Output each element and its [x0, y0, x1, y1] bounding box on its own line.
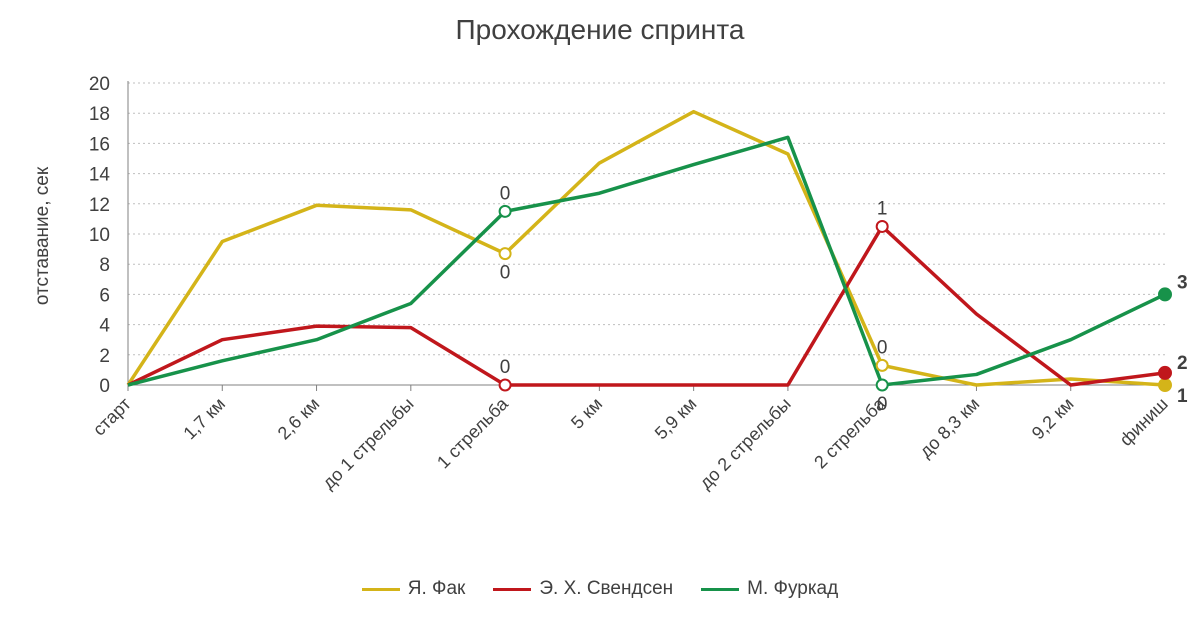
legend-label-fourcade: М. Фуркад: [747, 578, 839, 599]
y-axis-label: отставание, сек: [32, 166, 53, 305]
gridlines: [128, 82, 1167, 356]
y-tick-label: 18: [89, 104, 110, 125]
data-label: 0: [500, 263, 511, 284]
data-label: 3: [1177, 272, 1188, 293]
series-line-2: [127, 135, 1166, 387]
y-tick-label: 4: [99, 316, 110, 337]
legend-item-svendsen: Э. Х. Свендсен: [493, 578, 673, 600]
series-lines: [126, 109, 1166, 387]
legend-label-svendsen: Э. Х. Свендсен: [539, 578, 674, 599]
x-tick-label: старт: [89, 394, 135, 440]
legend-label-fak: Я. Фак: [407, 578, 466, 599]
series-line-0: [126, 109, 1166, 387]
data-point-marker: [1158, 287, 1172, 302]
data-point-marker: [875, 219, 889, 233]
data-point-marker: [875, 378, 889, 392]
x-tick-label: 1 стрельба: [433, 393, 513, 473]
data-label: 0: [877, 394, 888, 415]
x-tick-label: до 2 стрельбы: [696, 394, 795, 493]
y-tick-label: 8: [99, 255, 110, 276]
y-tick-label: 6: [99, 285, 110, 306]
legend-item-fourcade: М. Фуркад: [701, 578, 838, 600]
legend: Я. Фак Э. Х. Свендсен М. Фуркад: [0, 578, 1200, 600]
x-tick-label: 2,6 км: [274, 394, 324, 444]
x-tick-label: 1,7 км: [179, 394, 229, 444]
legend-swatch-svendsen: [493, 587, 532, 591]
legend-swatch-fak: [361, 587, 400, 591]
x-tick-label: финиш: [1116, 394, 1172, 450]
data-point-marker: [498, 247, 512, 261]
legend-item-fak: Я. Фак: [361, 578, 466, 600]
data-point-marker: [498, 204, 512, 218]
y-tick-label: 20: [89, 74, 110, 95]
x-tick-label: 5,9 км: [651, 394, 701, 444]
data-label: 0: [877, 337, 888, 358]
data-label: 0: [500, 183, 511, 204]
data-label: 0: [500, 357, 511, 378]
data-point-marker: [875, 358, 889, 372]
data-label: 2: [1177, 353, 1188, 374]
series-line-1: [127, 224, 1166, 387]
data-point-marker: [1158, 378, 1172, 392]
y-tick-label: 14: [89, 165, 111, 186]
data-point-marker: [1158, 365, 1172, 380]
x-tick-label: 5 км: [567, 394, 606, 433]
data-label: 1: [1177, 386, 1188, 407]
x-tick-label: до 1 стрельбы: [318, 394, 417, 493]
data-markers: 0 0 1 0 1 2 0 0 3: [498, 183, 1188, 415]
y-tick-label: 16: [89, 134, 110, 155]
chart-title: Прохождение спринта: [455, 14, 745, 45]
y-tick-label: 12: [89, 195, 110, 216]
y-tick-label: 0: [99, 376, 110, 397]
legend-swatch-fourcade: [701, 587, 740, 591]
y-tick-label: 10: [89, 225, 110, 246]
data-label: 1: [877, 198, 888, 219]
y-tick-label: 2: [99, 346, 110, 367]
x-tick-label: до 8,3 км: [916, 394, 984, 462]
data-point-marker: [498, 378, 512, 392]
x-tick-label: 9,2 км: [1028, 394, 1078, 444]
